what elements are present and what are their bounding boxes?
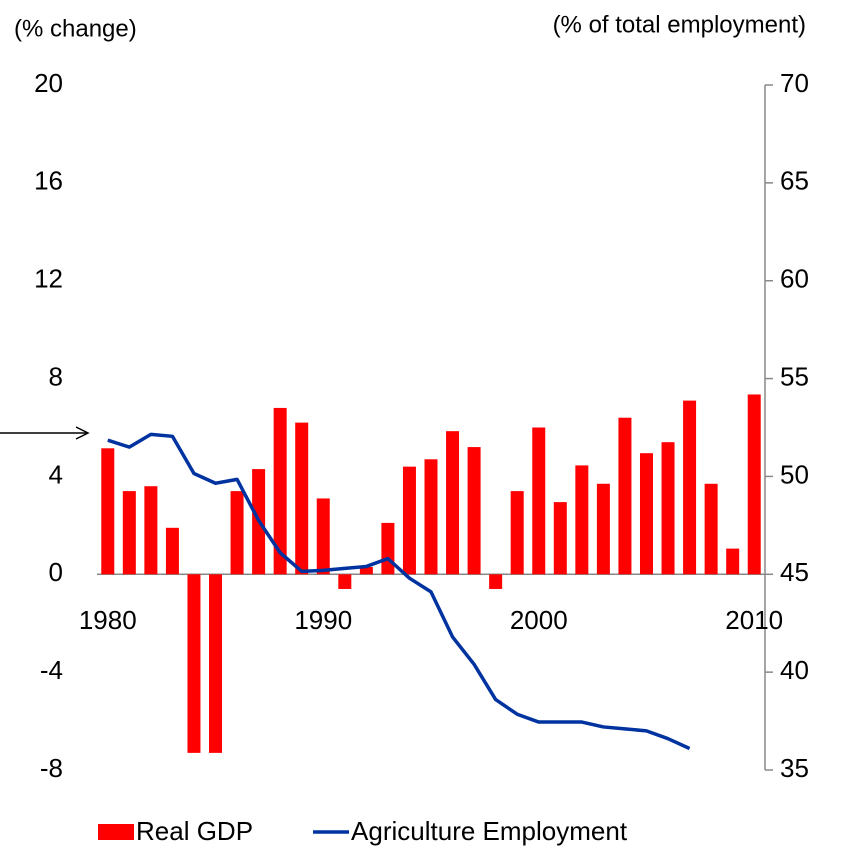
line [107, 432, 691, 751]
bar [187, 574, 201, 753]
legend-label: Real GDP [136, 816, 253, 846]
y2-tick-label: 70 [780, 68, 809, 98]
bar [683, 400, 697, 575]
bar [467, 447, 481, 575]
bar [446, 431, 460, 575]
bar [575, 465, 589, 575]
bar [101, 448, 115, 575]
y2-tick-label: 55 [780, 361, 809, 391]
bar [704, 483, 718, 575]
y-axis-label: (% change) [14, 15, 137, 42]
bar [338, 574, 352, 589]
bar [359, 566, 373, 575]
bar [165, 527, 179, 575]
bar [747, 394, 761, 575]
x-tick-label: 1990 [294, 605, 352, 635]
bar [532, 427, 546, 575]
y-tick-label: 16 [34, 166, 63, 196]
bar [424, 459, 438, 575]
y-tick-label: 4 [49, 459, 63, 489]
legend-swatch [98, 824, 134, 840]
bar [144, 486, 158, 575]
y-tick-label: 0 [49, 557, 63, 587]
legend-item: Real GDP [98, 816, 253, 846]
bar [381, 522, 395, 575]
bar [639, 453, 653, 575]
bar [489, 574, 503, 589]
y2-tick-label: 40 [780, 655, 809, 685]
bar [230, 491, 244, 575]
x-tick-label: 2000 [510, 605, 568, 635]
bar [402, 466, 416, 575]
annotation-arrow [0, 426, 90, 440]
x-tick-label: 1980 [79, 605, 137, 635]
bar [553, 502, 567, 575]
bar [596, 483, 610, 575]
bar [726, 548, 740, 575]
x-tick-label: 2010 [725, 605, 783, 635]
y-tick-label: -4 [40, 655, 63, 685]
legend-item: Agriculture Employment [313, 816, 628, 846]
y2-tick-label: 45 [780, 557, 809, 587]
bar [316, 498, 330, 575]
y-tick-label: 8 [49, 361, 63, 391]
y-tick-label: 12 [34, 264, 63, 294]
y2-tick-label: 65 [780, 166, 809, 196]
y2-tick-label: 35 [780, 753, 809, 783]
legend-label: Agriculture Employment [351, 816, 628, 846]
bar [661, 442, 675, 575]
bar [510, 491, 524, 575]
bar [209, 574, 223, 753]
y-tick-label: -8 [40, 753, 63, 783]
bar [618, 417, 632, 575]
y-tick-label: 20 [34, 68, 63, 98]
y2-tick-label: 50 [780, 459, 809, 489]
bar [122, 491, 136, 575]
bar [273, 407, 287, 575]
y2-axis-label: (% of total employment) [553, 11, 806, 38]
y2-tick-label: 60 [780, 264, 809, 294]
bar [295, 422, 309, 575]
